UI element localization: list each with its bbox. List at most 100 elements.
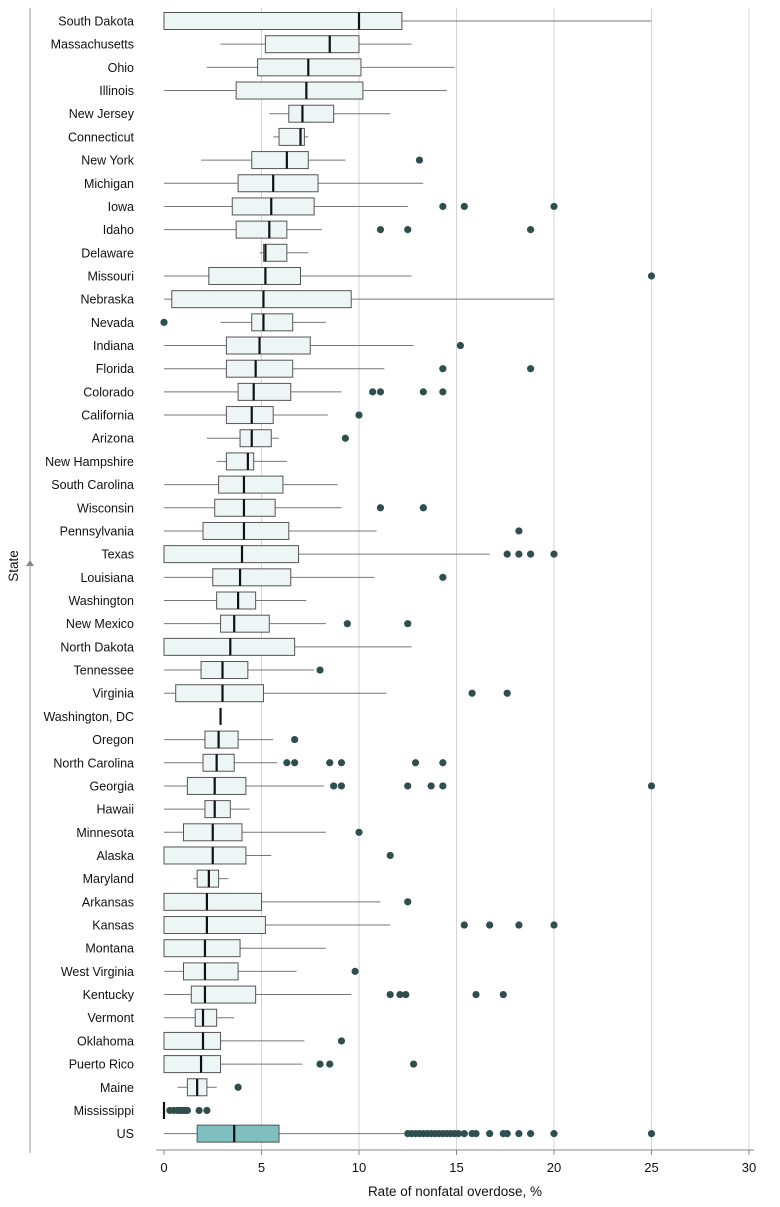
outlier-point: [376, 226, 385, 234]
box-georgia: [164, 776, 656, 795]
category-label: California: [81, 409, 134, 423]
outlier-point: [404, 620, 412, 628]
iqr-box: [225, 359, 294, 378]
box-connecticut: [273, 127, 309, 146]
category-label: Oklahoma: [77, 1034, 134, 1048]
outlier-point: [486, 1130, 494, 1138]
outlier-point: [499, 990, 507, 999]
category-label: Minnesota: [76, 826, 134, 840]
iqr-box: [163, 545, 300, 564]
box-louisiana: [164, 568, 447, 587]
category-label: West Virginia: [61, 965, 134, 979]
outlier-point: [283, 759, 291, 767]
outlier-point: [415, 156, 424, 164]
outlier-point: [386, 990, 394, 999]
x-tick-label: 10: [352, 1160, 366, 1175]
box-virginia: [164, 684, 511, 703]
outlier-point: [647, 782, 656, 790]
outlier-point: [550, 921, 558, 929]
box-texas: [163, 545, 558, 564]
box-new-mexico: [164, 614, 412, 633]
category-label: Vermont: [87, 1011, 134, 1025]
outlier-point: [410, 1060, 418, 1068]
iqr-box: [225, 452, 255, 471]
iqr-box: [220, 614, 270, 633]
outlier-point: [183, 1106, 191, 1115]
box-arizona: [206, 429, 349, 448]
box-kansas: [163, 916, 558, 935]
box-oklahoma: [163, 1031, 346, 1050]
box-missouri: [164, 266, 656, 285]
outlier-point: [402, 990, 410, 999]
iqr-box: [264, 35, 360, 54]
outlier-point: [404, 782, 412, 790]
iqr-box: [163, 1031, 222, 1050]
category-label: North Dakota: [60, 640, 134, 654]
outlier-point: [439, 759, 447, 767]
box-vermont: [164, 1008, 235, 1027]
category-label: Kansas: [92, 919, 134, 933]
iqr-box: [251, 313, 294, 332]
iqr-box: [171, 290, 352, 309]
category-label: New York: [81, 154, 135, 168]
outlier-point: [439, 782, 447, 790]
category-label: Tennessee: [74, 664, 135, 678]
iqr-box: [235, 81, 364, 100]
outlier-point: [503, 689, 511, 697]
outlier-point: [456, 341, 464, 350]
x-tick-label: 25: [644, 1160, 658, 1175]
box-indiana: [164, 336, 464, 355]
iqr-box: [202, 521, 290, 540]
outlier-point: [355, 411, 363, 419]
box-arkansas: [163, 892, 412, 911]
outlier-point: [503, 550, 511, 558]
outlier-point: [550, 550, 558, 558]
box-oregon: [164, 730, 299, 749]
box-us: [164, 1124, 656, 1143]
outlier-point: [472, 1130, 480, 1138]
iqr-box: [163, 916, 266, 935]
iqr-box: [204, 730, 239, 749]
outlier-point: [291, 735, 299, 744]
category-label: Massachusetts: [51, 38, 134, 52]
outlier-point: [503, 1130, 511, 1138]
outlier-point: [460, 202, 468, 211]
outlier-point: [647, 272, 656, 280]
iqr-box: [231, 197, 315, 216]
box-illinois: [164, 81, 447, 100]
category-label: New Hampshire: [45, 455, 134, 469]
iqr-box: [208, 266, 302, 285]
category-label: South Carolina: [51, 478, 134, 492]
iqr-box: [262, 243, 288, 262]
outlier-point: [337, 1037, 346, 1045]
outlier-point: [337, 759, 346, 767]
category-label: Illinois: [99, 84, 134, 98]
box-maine: [177, 1078, 242, 1097]
outlier-point: [355, 828, 363, 836]
iqr-box: [163, 892, 262, 911]
box-florida: [164, 359, 535, 378]
x-tick-label: 20: [547, 1160, 561, 1175]
outlier-point: [439, 573, 447, 581]
outlier-point: [439, 365, 447, 373]
box-nevada: [160, 313, 326, 332]
iqr-box: [200, 661, 249, 680]
outlier-point: [454, 1130, 463, 1138]
outlier-point: [195, 1106, 203, 1115]
iqr-box: [218, 475, 284, 494]
outlier-point: [460, 1130, 468, 1138]
box-delaware: [259, 243, 309, 262]
category-label: Iowa: [108, 200, 134, 214]
box-washington: [164, 591, 307, 610]
category-label: Kentucky: [83, 988, 135, 1002]
box-michigan: [164, 174, 424, 193]
category-label: South Dakota: [58, 15, 134, 29]
box-puerto-rico: [163, 1055, 418, 1074]
category-label: US: [117, 1127, 134, 1141]
box-massachusetts: [220, 35, 412, 54]
iqr-box: [204, 800, 231, 819]
category-label: Alaska: [96, 849, 134, 863]
outlier-point: [647, 1130, 656, 1138]
box-ohio: [206, 58, 455, 77]
category-label: Connecticut: [68, 130, 135, 144]
